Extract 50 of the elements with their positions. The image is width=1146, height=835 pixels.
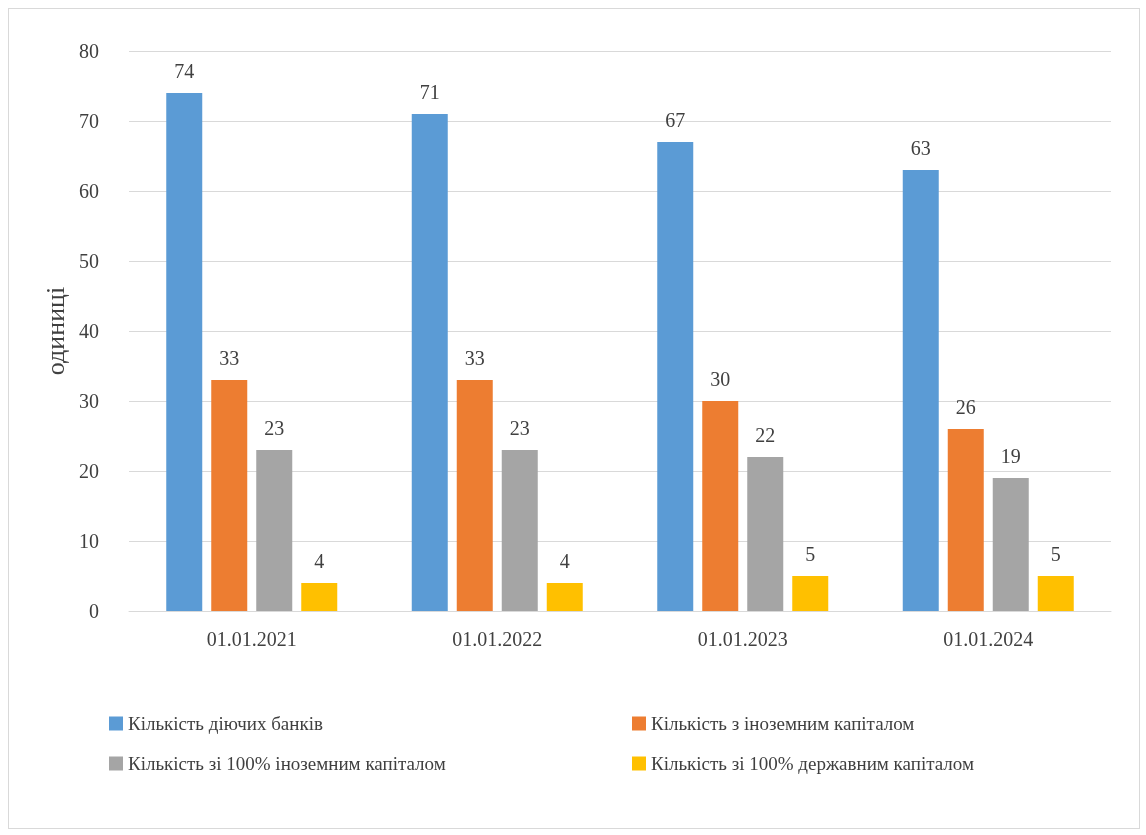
y-axis-title: одиниці [40,286,70,376]
data-label: 74 [174,60,195,82]
data-label: 22 [755,424,776,446]
x-tick-label: 01.01.2021 [206,628,297,650]
bar [1037,576,1074,611]
data-label: 67 [665,109,686,131]
bar [256,450,293,611]
x-tick-label: 01.01.2022 [452,628,543,650]
bar [947,429,984,611]
bar [992,478,1029,611]
y-tick-label: 50 [79,250,99,272]
bar [546,583,583,611]
data-label: 30 [710,368,731,390]
data-label: 33 [219,347,240,369]
bar [166,93,203,611]
y-tick-label: 20 [79,460,99,482]
legend-label: Кількість зі 100% іноземним капіталом [128,753,446,774]
data-label: 26 [955,396,976,418]
data-label: 5 [1050,543,1061,565]
y-tick-label: 0 [89,600,99,622]
bar [456,380,493,611]
bar [301,583,338,611]
data-label: 23 [509,417,530,439]
data-label: 71 [419,81,440,103]
bar [501,450,538,611]
y-tick-label: 10 [79,530,99,552]
data-label: 63 [910,137,931,159]
data-label: 4 [559,550,570,572]
x-tick-label: 01.01.2024 [943,628,1034,650]
bar [411,114,448,611]
bar [657,142,694,611]
bar [211,380,248,611]
y-tick-label: 70 [79,110,99,132]
bar [702,401,739,611]
y-tick-label: 80 [79,40,99,62]
data-label: 23 [264,417,285,439]
data-label: 19 [1000,445,1021,467]
legend-label: Кількість діючих банків [128,713,323,734]
data-label: 33 [464,347,485,369]
data-label: 4 [314,550,325,572]
bar [902,170,939,611]
data-label: 5 [805,543,816,565]
bar [747,457,784,611]
bar [792,576,829,611]
legend-label: Кількість зі 100% державним капіталом [651,753,974,774]
legend-label: Кількість з іноземним капіталом [651,713,915,734]
y-tick-label: 60 [79,180,99,202]
y-tick-label: 40 [79,320,99,342]
x-tick-label: 01.01.2023 [697,628,788,650]
y-tick-label: 30 [79,390,99,412]
